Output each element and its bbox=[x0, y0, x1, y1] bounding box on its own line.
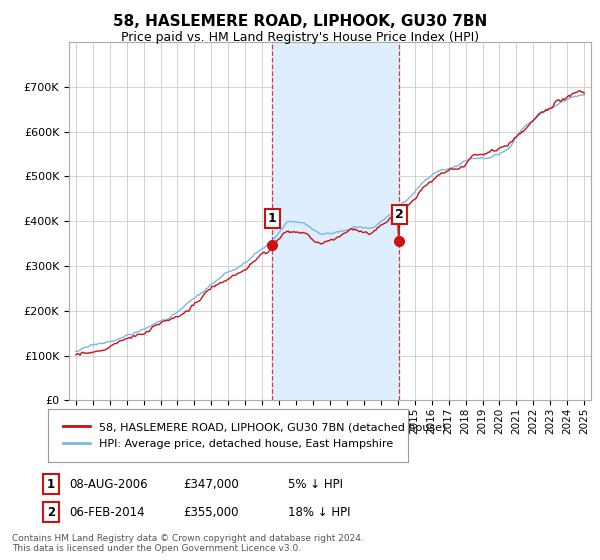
Text: 2: 2 bbox=[47, 506, 55, 519]
Bar bbox=[272, 42, 399, 400]
Text: 08-AUG-2006: 08-AUG-2006 bbox=[69, 478, 148, 491]
Text: £347,000: £347,000 bbox=[183, 478, 239, 491]
Text: 5% ↓ HPI: 5% ↓ HPI bbox=[288, 478, 343, 491]
Text: 1: 1 bbox=[268, 212, 277, 225]
Text: 1: 1 bbox=[47, 478, 55, 491]
Text: 58, HASLEMERE ROAD, LIPHOOK, GU30 7BN: 58, HASLEMERE ROAD, LIPHOOK, GU30 7BN bbox=[113, 14, 487, 29]
Legend: 58, HASLEMERE ROAD, LIPHOOK, GU30 7BN (detached house), HPI: Average price, deta: 58, HASLEMERE ROAD, LIPHOOK, GU30 7BN (d… bbox=[57, 417, 452, 454]
Text: £355,000: £355,000 bbox=[183, 506, 239, 519]
Text: 2: 2 bbox=[395, 208, 404, 221]
Text: 06-FEB-2014: 06-FEB-2014 bbox=[69, 506, 145, 519]
Text: 18% ↓ HPI: 18% ↓ HPI bbox=[288, 506, 350, 519]
FancyBboxPatch shape bbox=[48, 409, 408, 462]
Text: Price paid vs. HM Land Registry's House Price Index (HPI): Price paid vs. HM Land Registry's House … bbox=[121, 31, 479, 44]
Text: Contains HM Land Registry data © Crown copyright and database right 2024.
This d: Contains HM Land Registry data © Crown c… bbox=[12, 534, 364, 553]
